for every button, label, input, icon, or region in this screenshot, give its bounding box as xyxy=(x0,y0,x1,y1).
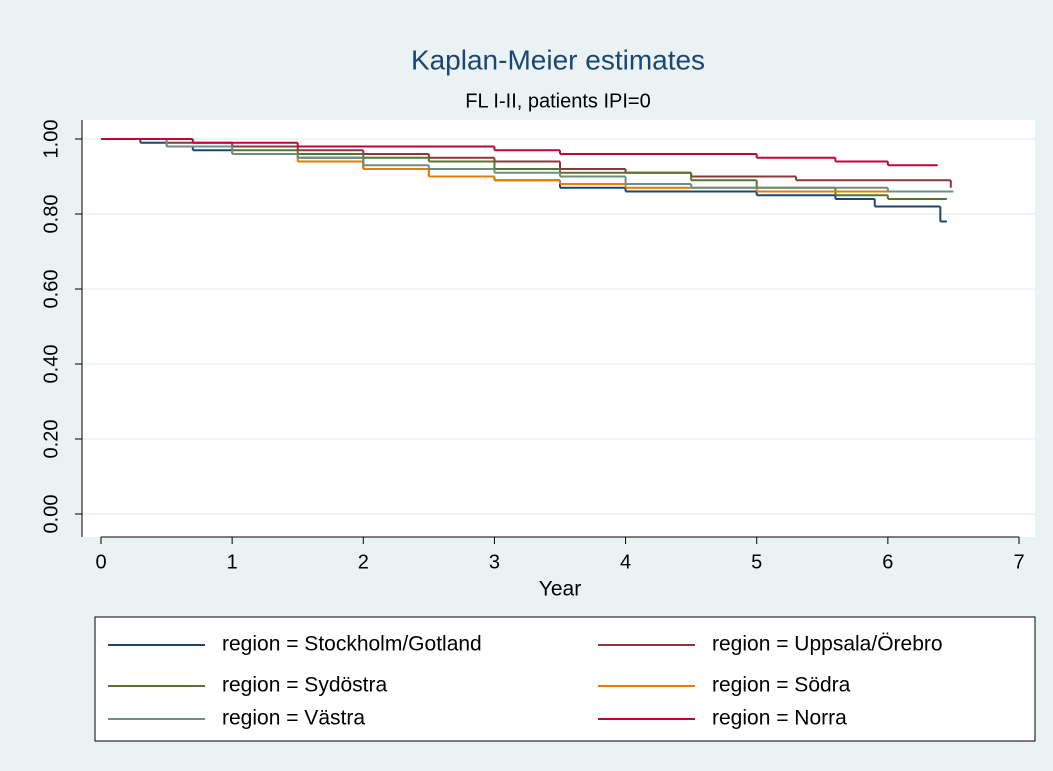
y-tick-label: 1.00 xyxy=(40,120,62,159)
y-tick-label: 0.40 xyxy=(40,345,62,384)
x-tick-label: 6 xyxy=(882,551,893,573)
x-tick-label: 7 xyxy=(1013,551,1024,573)
x-tick-label: 4 xyxy=(620,551,631,573)
x-tick-label: 3 xyxy=(489,551,500,573)
legend-label: region = Norra xyxy=(712,707,847,730)
plot-area xyxy=(82,120,1035,537)
legend-label: region = Sydöstra xyxy=(222,674,388,697)
legend-label: region = Uppsala/Örebro xyxy=(712,633,943,656)
x-tick-label: 1 xyxy=(227,551,238,573)
x-tick-label: 2 xyxy=(358,551,369,573)
legend-label: region = Södra xyxy=(712,674,851,697)
y-tick-label: 0.80 xyxy=(40,195,62,234)
x-tick-label: 0 xyxy=(95,551,106,573)
legend-label: region = Västra xyxy=(222,707,365,730)
x-axis-label: Year xyxy=(539,578,581,601)
chart-subtitle: FL I-II, patients IPI=0 xyxy=(465,90,650,112)
legend-label: region = Stockholm/Gotland xyxy=(222,633,482,656)
y-tick-label: 0.60 xyxy=(40,270,62,309)
legend-box xyxy=(94,616,1036,742)
y-tick-label: 0.00 xyxy=(40,495,62,534)
y-tick-label: 0.20 xyxy=(40,420,62,459)
x-tick-label: 5 xyxy=(751,551,762,573)
chart-title: Kaplan-Meier estimates xyxy=(411,44,705,75)
